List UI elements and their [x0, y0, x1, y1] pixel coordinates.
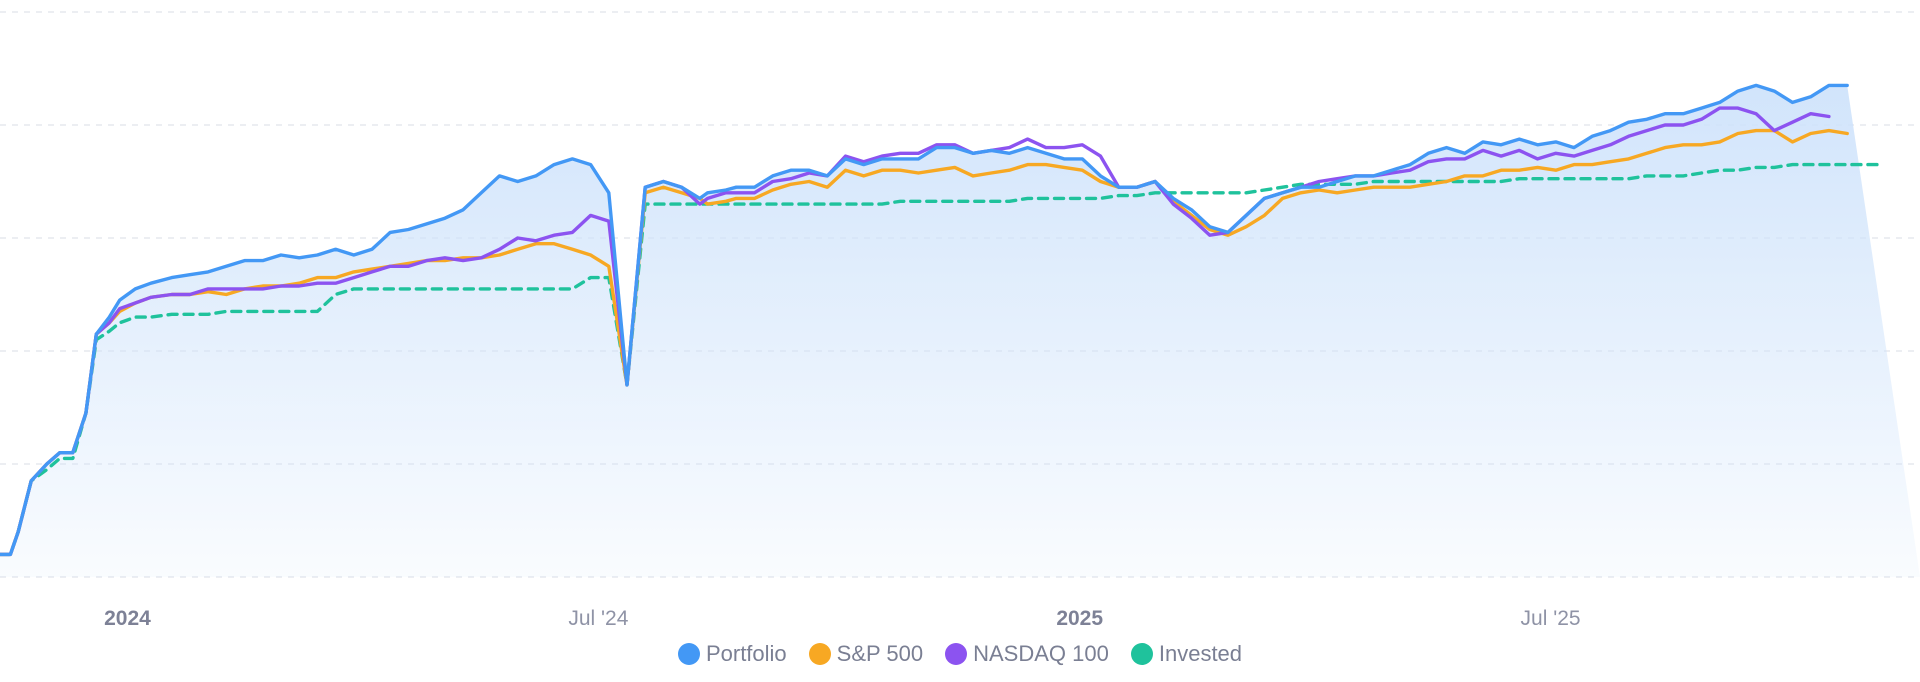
line-nasdaq-100 [0, 106, 1831, 557]
legend-item-s-p-500[interactable]: S&P 500 [808, 641, 924, 667]
legend: Portfolio S&P 500 NASDAQ 100 Invested [0, 636, 1920, 672]
legend-item-portfolio[interactable]: Portfolio [677, 641, 787, 667]
legend-dot-icon [808, 643, 831, 665]
line-s-p-500 [0, 128, 1849, 557]
x-tick-label: 2025 [1056, 607, 1103, 630]
legend-dot-icon [1130, 643, 1153, 665]
legend-label: NASDAQ 100 [973, 641, 1109, 666]
x-axis-ticks: 2024 Jul '24 2025 Jul '25 [104, 607, 1580, 630]
line-invested [0, 162, 1886, 557]
area-portfolio [0, 85, 1920, 578]
legend-label: S&P 500 [836, 641, 924, 666]
series-lines [0, 83, 1886, 557]
area-fills [0, 85, 1920, 578]
legend-dot-icon [945, 643, 968, 665]
legend-dot-icon [677, 643, 700, 665]
x-tick-label: Jul '25 [1521, 607, 1581, 630]
line-portfolio [0, 83, 1849, 557]
legend-item-invested[interactable]: Invested [1130, 641, 1243, 667]
x-tick-label: 2024 [104, 607, 151, 630]
legend-label: Invested [1158, 641, 1243, 666]
x-tick-label: Jul '24 [568, 607, 628, 630]
legend-label: Portfolio [705, 641, 787, 666]
legend-item-nasdaq-100[interactable]: NASDAQ 100 [945, 641, 1109, 667]
